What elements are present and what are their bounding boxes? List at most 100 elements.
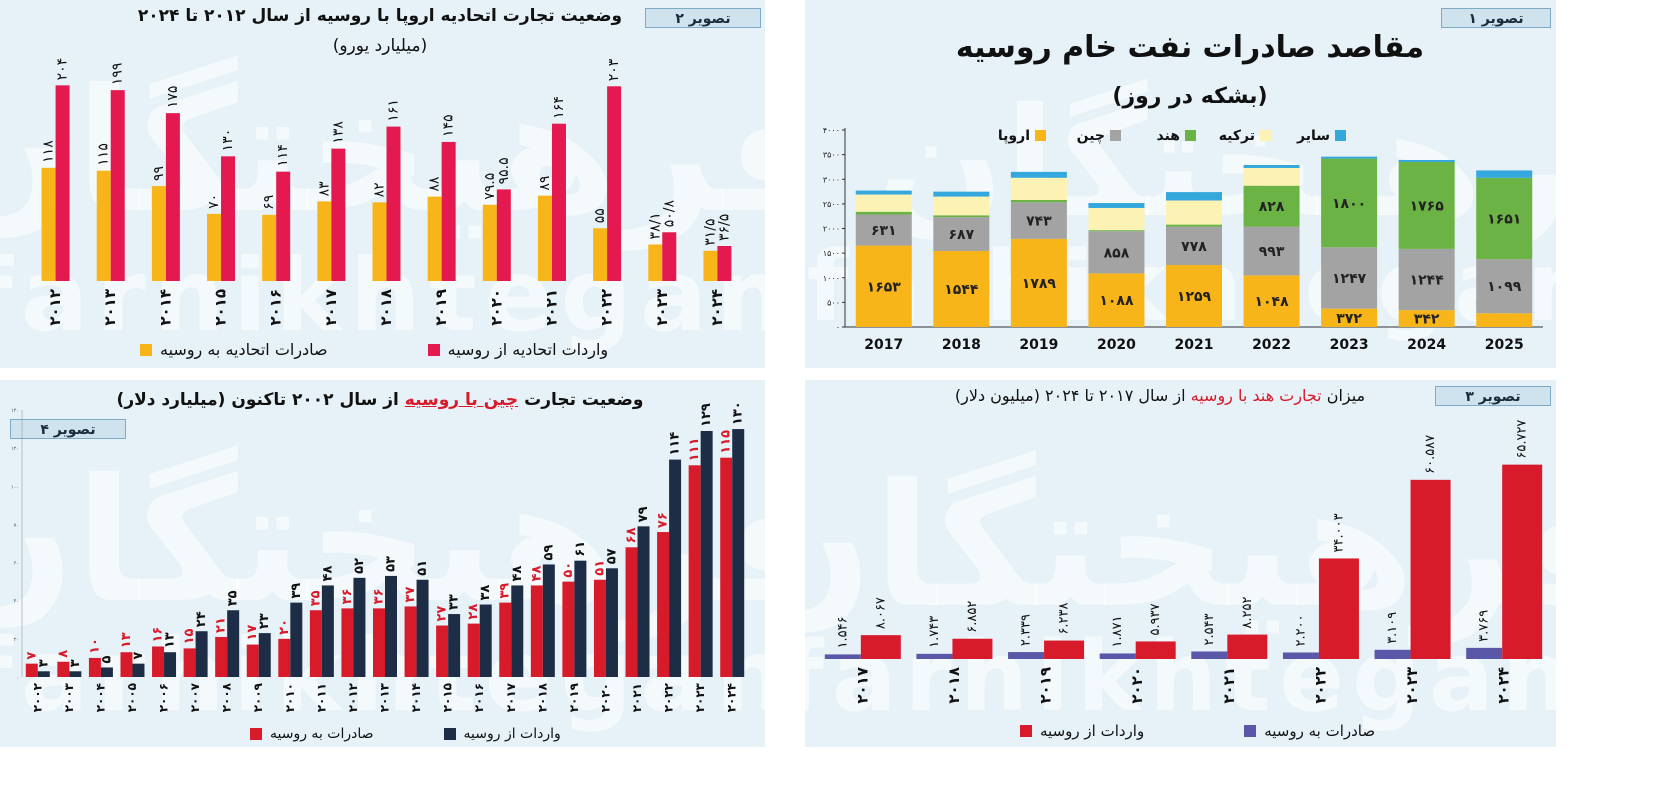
panel-eu-subtitle: (میلیارد یورو): [332, 36, 428, 56]
panel-china-title-pre: وضعیت تجارت: [518, 390, 644, 410]
bar-china-import: [700, 430, 713, 677]
bar-value-label: ۴۸: [510, 566, 525, 582]
bar-india-import: [1502, 464, 1543, 659]
stack-segment: [1476, 259, 1533, 314]
bar-india-export: [1008, 652, 1045, 659]
bar-china-export: [278, 638, 291, 677]
bar-china-import: [416, 579, 429, 677]
bar-india-export: [1466, 647, 1503, 659]
bar-india-import: [860, 635, 901, 659]
x-tick-label: ۲۰۲۰: [1128, 667, 1146, 704]
bar-value-label: ۸۸: [427, 176, 443, 192]
stack-segment: [855, 194, 912, 212]
stack-segment: [1010, 171, 1067, 178]
bar-value-label: ۴۸: [529, 566, 544, 582]
bar-eu-import: [441, 141, 456, 281]
bar-value-label: ۲۰: [277, 619, 292, 635]
bar-value-label: ۱۷۵: [165, 86, 181, 109]
legend-china-export-label: صادرات به روسیه: [270, 726, 374, 742]
stack-segment: [1010, 238, 1067, 327]
panel-oil-title: مقاصد صادرات نفت خام روسیه: [955, 30, 1425, 65]
bar-china-export: [404, 606, 417, 677]
segment-value-label: ۶۳۱: [871, 223, 897, 239]
y-tick-label: ۳۰۰۰: [823, 175, 840, 184]
stack-segment: [1321, 308, 1378, 327]
bar-value-label: ۵۰/۸: [661, 200, 677, 228]
bar-china-export: [657, 532, 670, 677]
bar-eu-export: [151, 186, 166, 281]
bar-value-label: ۷۹: [636, 506, 651, 522]
bar-china-export: [436, 625, 449, 677]
bar-eu-export: [593, 228, 608, 281]
bar-value-label: ۶۹: [261, 195, 277, 210]
bar-china-import: [227, 610, 240, 677]
bar-value-label: ۱۳۰: [731, 401, 746, 425]
bar-eu-import: [386, 126, 401, 281]
bar-eu-import: [55, 85, 70, 281]
segment-value-label: ۷۷۸: [1181, 239, 1207, 255]
y-tick-label: ۱۲۰: [11, 446, 19, 452]
bar-eu-export: [537, 195, 552, 281]
stack-segment: [1398, 161, 1455, 249]
bar-india-import: [1135, 641, 1176, 659]
bar-value-label: ۲۰۳: [606, 58, 622, 81]
x-tick-label: ۲۰۱۵: [441, 683, 455, 712]
bar-value-label: ۳۷: [403, 587, 418, 603]
segment-value-label: ۱۰۸۸: [1099, 293, 1134, 309]
bar-india-import: [1410, 479, 1451, 659]
legend-swatch: [1185, 130, 1196, 141]
bar-value-label: ۱۳: [119, 632, 134, 648]
stack-segment: [1166, 224, 1222, 227]
y-tick-label: ۸۰: [14, 522, 19, 528]
y-tick-label: ۱۰۰: [11, 484, 19, 490]
bar-eu-import: [662, 232, 677, 281]
bar-value-label: ۸.۰۶۷: [873, 597, 888, 629]
legend-swatch: [1260, 130, 1271, 141]
stack-segment: [1398, 310, 1455, 327]
bar-china-export: [593, 579, 606, 677]
bar-value-label: ۸۳: [316, 181, 332, 197]
bar-value-label: ۵۱: [592, 560, 607, 576]
bar-china-import: [385, 575, 397, 677]
x-tick-label: ۲۰۲۲: [662, 682, 676, 712]
stack-segment: [1010, 177, 1067, 200]
bar-value-label: ۱۴۵: [441, 114, 457, 137]
segment-value-label: ۱۰۴۸: [1254, 294, 1289, 310]
legend-label: اروپا: [998, 128, 1030, 144]
x-tick-label: ۲۰۰۸: [220, 682, 234, 712]
bar-value-label: ۸.۲۵۲: [1240, 597, 1255, 629]
panel-china-title: وضعیت تجارت چین با روسیه از سال ۲۰۰۲ تاک…: [100, 390, 660, 410]
bar-china-export: [720, 457, 733, 677]
bar-value-label: ۵۳: [384, 556, 399, 572]
bar-china-import: [164, 652, 177, 677]
stack-segment: [1010, 202, 1067, 239]
legend-label: هند: [1156, 128, 1180, 144]
bar-china-import: [321, 585, 334, 677]
stack-segment: [1476, 313, 1533, 327]
bar-china-import: [353, 577, 366, 677]
stack-segment: [933, 191, 990, 197]
legend-eu-import-label: واردات اتحادیه از روسیه: [447, 340, 609, 359]
bar-value-label: ۷: [131, 652, 146, 660]
y-tick-label: ۱۵۰۰: [823, 249, 840, 258]
bar-eu-import: [331, 148, 346, 281]
bar-china-export: [530, 585, 543, 677]
bar-value-label: ۳۳: [447, 594, 462, 610]
bar-india-import: [1044, 640, 1085, 659]
bar-eu-import: [221, 156, 236, 281]
bar-china-import: [479, 604, 492, 677]
bar-eu-export: [372, 202, 387, 281]
legend-india-import-label: واردات از روسیه: [1040, 722, 1145, 740]
segment-value-label: ۳۷۲: [1336, 311, 1362, 327]
bar-value-label: ۶۸: [624, 527, 639, 543]
segment-value-label: ۱۰۹۹: [1487, 279, 1522, 295]
y-tick-label: ۲۵۰۰: [823, 200, 840, 209]
bar-value-label: ۷: [24, 652, 39, 660]
x-tick-label: ۲۰۱۳: [101, 289, 119, 326]
bar-eu-import: [110, 90, 125, 282]
panel-oil-chart: ۰ ۵۰۰ ۱۰۰۰ ۱۵۰۰ ۲۰۰۰ ۲۵۰۰ ۳۰۰۰ ۳۵۰۰ ۴۰۰۰ سایر ترکی…: [823, 126, 1543, 353]
bar-india-export: [916, 653, 953, 659]
bar-china-import: [258, 633, 271, 677]
bar-china-import: [69, 671, 82, 677]
legend-china-export: صادرات به روسیه: [250, 726, 374, 742]
